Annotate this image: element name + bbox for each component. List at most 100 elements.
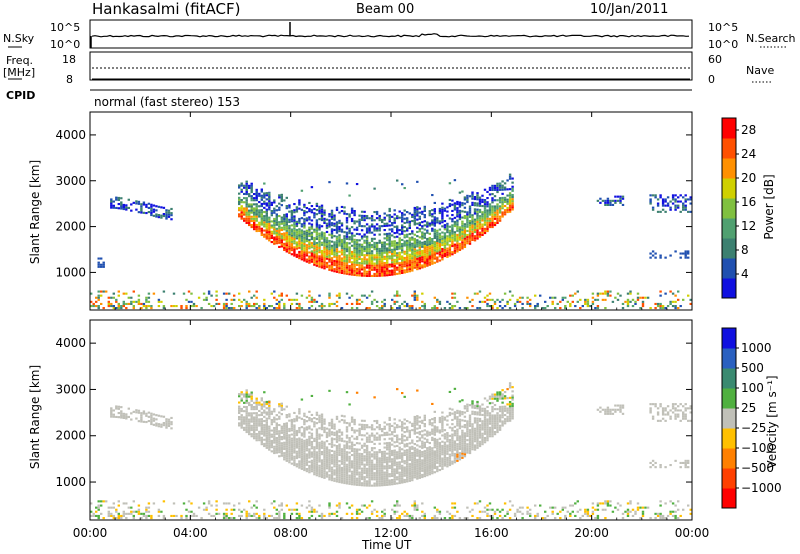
power-cell <box>654 252 657 255</box>
power-cell <box>398 272 401 275</box>
velocity-cell <box>363 465 366 468</box>
velocity-cell <box>308 510 311 513</box>
power-cell <box>343 255 346 258</box>
power-cell <box>679 256 682 259</box>
power-cell <box>303 259 306 262</box>
power-cell <box>330 261 334 264</box>
velocity-cell <box>365 482 369 485</box>
power-cell <box>258 227 261 230</box>
velocity-cell <box>403 439 406 442</box>
power-cell <box>263 225 266 228</box>
power-cell <box>298 250 301 253</box>
power-cell <box>323 234 326 237</box>
power-cell <box>375 243 379 246</box>
power-cell <box>358 262 361 265</box>
power-cell <box>313 300 316 303</box>
power-cell <box>443 242 447 245</box>
velocity-cell <box>426 468 429 471</box>
power-cell <box>315 221 319 224</box>
power-cell <box>463 231 467 234</box>
velocity-cell <box>280 413 283 416</box>
velocity-cell <box>308 419 311 422</box>
power-cell <box>278 223 281 226</box>
power-cell <box>436 242 439 245</box>
power-cell <box>295 206 299 209</box>
power-cell <box>330 224 334 227</box>
power-cell <box>328 246 331 249</box>
power-cell <box>348 260 351 263</box>
power-cell <box>313 216 316 219</box>
power-cell <box>255 302 258 305</box>
power-cell <box>318 245 321 248</box>
power-cell <box>493 184 497 187</box>
velocity-cell <box>421 455 424 458</box>
power-cell <box>310 258 314 261</box>
power-cell <box>303 226 306 229</box>
velocity-cell <box>393 441 396 444</box>
velocity-cell <box>137 420 141 423</box>
velocity-cell <box>411 439 414 442</box>
power-cell <box>461 230 464 233</box>
power-cell <box>443 253 447 256</box>
velocity-cell <box>365 426 369 429</box>
velocity-cell <box>303 427 306 430</box>
power-cell <box>248 215 251 218</box>
power-cell <box>453 292 457 295</box>
power-cell <box>167 211 171 214</box>
velocity-cell <box>125 415 128 418</box>
velocity-cell <box>396 434 399 437</box>
power-cell <box>488 213 492 216</box>
power-cell <box>270 214 273 217</box>
power-cell <box>315 223 319 226</box>
power-cell <box>606 290 610 293</box>
velocity-cell <box>358 457 361 460</box>
power-cell <box>172 292 176 295</box>
power-cell <box>268 218 271 221</box>
velocity-cell <box>345 447 349 450</box>
velocity-cell <box>288 427 291 430</box>
power-cell <box>503 205 507 208</box>
power-cell <box>303 222 306 225</box>
velocity-cell <box>333 423 336 426</box>
velocity-cell <box>418 464 421 467</box>
power-cell <box>360 218 364 221</box>
velocity-cell <box>406 470 409 473</box>
power-cell <box>270 201 273 204</box>
power-cell <box>298 203 301 206</box>
power-cell <box>428 212 431 215</box>
velocity-cell <box>355 481 359 484</box>
power-cell <box>448 205 452 208</box>
power-cell <box>260 202 263 205</box>
velocity-cell <box>162 514 166 517</box>
velocity-cell <box>255 399 258 402</box>
power-cell <box>466 213 469 216</box>
power-cell <box>614 195 617 198</box>
power-cell <box>408 261 411 264</box>
velocity-cell <box>90 510 93 513</box>
velocity-cell <box>370 512 374 515</box>
velocity-cell <box>248 433 251 436</box>
velocity-cell <box>335 457 339 460</box>
power-cell <box>278 229 281 232</box>
power-cell <box>453 296 457 299</box>
power-cell <box>428 243 431 246</box>
power-cell <box>328 242 331 245</box>
power-cell <box>378 217 381 220</box>
power-cell <box>172 305 176 308</box>
power-cell <box>140 203 143 206</box>
power-cell <box>298 240 301 243</box>
date-label: 10/Jan/2011 <box>590 2 669 17</box>
power-cell <box>290 209 294 212</box>
power-cell <box>245 211 248 214</box>
power-cell <box>411 269 414 272</box>
velocity-cell <box>373 476 376 479</box>
velocity-cell <box>416 444 419 447</box>
power-cell <box>368 272 371 275</box>
power-cell <box>546 305 549 308</box>
velocity-cell <box>290 452 294 455</box>
velocity-cell <box>355 442 359 445</box>
power-cell <box>300 217 304 220</box>
velocity-cell <box>360 457 364 460</box>
power-cell <box>275 227 278 230</box>
power-cell <box>245 197 248 200</box>
